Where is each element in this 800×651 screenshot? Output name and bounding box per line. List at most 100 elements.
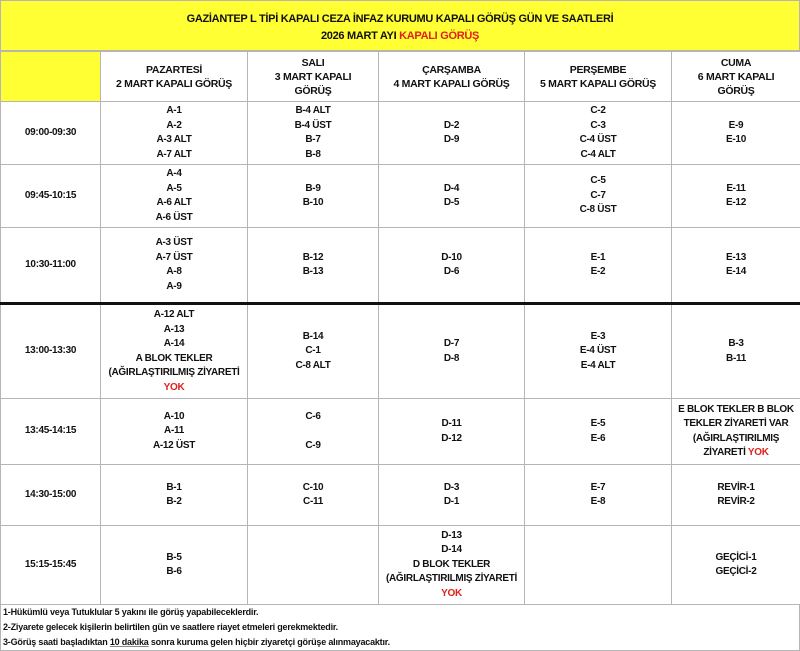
ward-line xyxy=(248,424,378,439)
title-line-2-highlight: KAPALI GÖRÜŞ xyxy=(399,30,479,42)
day-header-line: PAZARTESİ xyxy=(101,63,247,77)
ward-line: E-3 xyxy=(525,330,671,345)
day-header-line: 6 MART KAPALI xyxy=(672,70,800,84)
schedule-cell: C-6 C-9 xyxy=(248,399,379,465)
ward-line: REVİR-1 xyxy=(672,481,800,496)
ward-line: D-8 xyxy=(379,352,524,367)
ward-line: E-11 xyxy=(672,182,800,197)
day-header-line: PERŞEMBE xyxy=(525,63,671,77)
ward-line: E-10 xyxy=(672,133,800,148)
day-header-line: 5 MART KAPALI GÖRÜŞ xyxy=(525,77,671,91)
ward-line: A-7 ÜST xyxy=(101,251,247,266)
no-visit-label: YOK xyxy=(164,382,185,393)
day-header-line: 4 MART KAPALI GÖRÜŞ xyxy=(379,77,524,91)
ward-line: B-2 xyxy=(101,495,247,510)
ward-line: TEKLER ZİYARETİ VAR xyxy=(672,417,800,432)
ward-line: D-2 xyxy=(379,119,524,134)
day-header-line: GÖRÜŞ xyxy=(672,84,800,98)
schedule-cell xyxy=(248,526,379,605)
ward-line: A-3 ALT xyxy=(101,133,247,148)
ward-line: (AĞIRLAŞTIRILMIŞ xyxy=(672,432,800,447)
ward-line: B-13 xyxy=(248,265,378,280)
ward-line: E BLOK TEKLER B BLOK xyxy=(672,403,800,418)
ward-line: D-3 xyxy=(379,481,524,496)
ward-line: A-12 ÜST xyxy=(101,439,247,454)
ward-line: B-12 xyxy=(248,251,378,266)
ward-line: REVİR-2 xyxy=(672,495,800,510)
ward-line: B-10 xyxy=(248,196,378,211)
ward-line: A-9 xyxy=(101,280,247,295)
ward-line: B-4 ALT xyxy=(248,104,378,119)
ward-line: D BLOK TEKLER xyxy=(379,558,524,573)
ward-line: C-1 xyxy=(248,344,378,359)
ward-line: A-12 ALT xyxy=(101,308,247,323)
ward-line: A-5 xyxy=(101,182,247,197)
ward-line: A-10 xyxy=(101,410,247,425)
ward-line: A-1 xyxy=(101,104,247,119)
ward-line: D-9 xyxy=(379,133,524,148)
ward-line: E-13 xyxy=(672,251,800,266)
ward-line: GEÇİCİ-2 xyxy=(672,565,800,580)
ward-line: A-4 xyxy=(101,167,247,182)
ward-line: B-7 xyxy=(248,133,378,148)
ward-line: C-7 xyxy=(525,189,671,204)
ward-line: D-10 xyxy=(379,251,524,266)
day-header-line: ÇARŞAMBA xyxy=(379,63,524,77)
note-3-suffix: sonra kuruma gelen hiçbir ziyaretçi görü… xyxy=(149,637,390,647)
ward-line: D-4 xyxy=(379,182,524,197)
ward-line: C-10 xyxy=(248,481,378,496)
time-slot: 10:30-11:00 xyxy=(1,228,101,304)
ward-line: A-14 xyxy=(101,337,247,352)
line-text: ZİYARETİ xyxy=(703,447,748,458)
ward-line: B-5 xyxy=(101,551,247,566)
note-3: 3-Görüş saati başladıktan 10 dakika sonr… xyxy=(3,635,799,650)
schedule-cell xyxy=(525,526,672,605)
ward-line: GEÇİCİ-1 xyxy=(672,551,800,566)
header-corner xyxy=(1,52,101,102)
ward-line: B-4 ÜST xyxy=(248,119,378,134)
ward-line: E-1 xyxy=(525,251,671,266)
ward-line: A-11 xyxy=(101,424,247,439)
ward-line: B-3 xyxy=(672,337,800,352)
ward-line: D-13 xyxy=(379,529,524,544)
day-header-line: GÖRÜŞ xyxy=(248,84,378,98)
note-3-prefix: 3-Görüş saati başladıktan xyxy=(3,637,110,647)
note-1: 1-Hükümlü veya Tutuklular 5 yakını ile g… xyxy=(3,605,799,620)
ward-line: D-7 xyxy=(379,337,524,352)
time-slot: 15:15-15:45 xyxy=(1,526,101,605)
ward-line: D-1 xyxy=(379,495,524,510)
note-2: 2-Ziyarete gelecek kişilerin belirtilen … xyxy=(3,620,799,635)
no-visit-label: YOK xyxy=(441,588,462,599)
ward-line: B-6 xyxy=(101,565,247,580)
notes: 1-Hükümlü veya Tutuklular 5 yakını ile g… xyxy=(0,605,800,651)
title-line-2-prefix: 2026 MART AYI xyxy=(321,30,399,42)
ward-line: ZİYARETİ YOK xyxy=(672,446,800,461)
time-slot: 09:45-10:15 xyxy=(1,165,101,228)
